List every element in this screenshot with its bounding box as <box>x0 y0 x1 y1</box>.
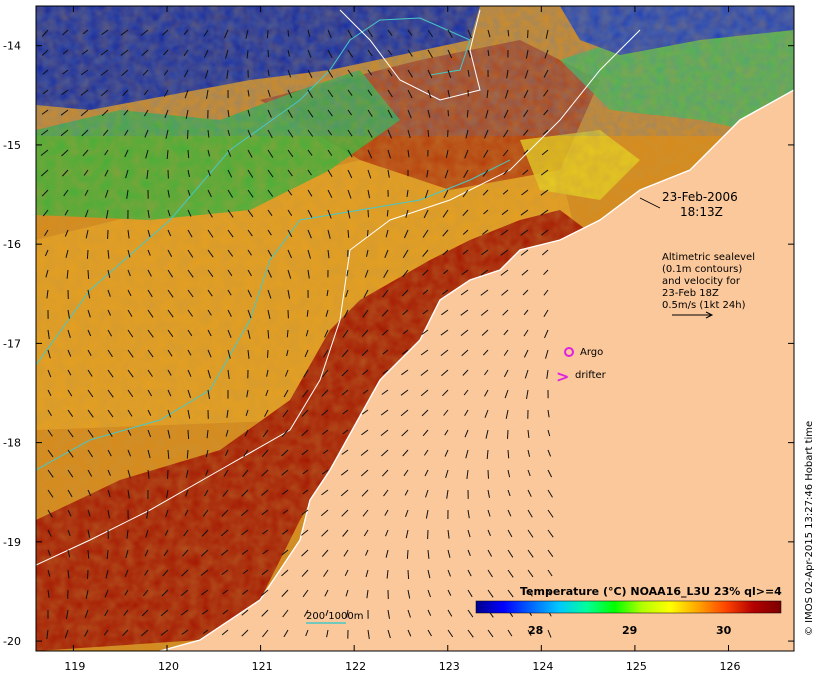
svg-text:and velocity for: and velocity for <box>662 276 741 287</box>
credit-text: © IMOS 02-Apr-2015 13:27:46 Hobart time <box>804 421 815 636</box>
velocity-arrow <box>508 430 509 439</box>
lon-tick-label: 124 <box>532 660 553 673</box>
velocity-arrow <box>488 470 489 479</box>
velocity-arrow <box>188 150 189 158</box>
velocity-arrow <box>467 110 468 118</box>
lon-tick-label: 123 <box>439 660 460 673</box>
lon-tick-label: 126 <box>719 660 740 673</box>
velocity-arrow <box>428 130 429 137</box>
velocity-arrow <box>368 230 369 236</box>
lat-tick-label: -20 <box>3 635 21 648</box>
image-time: 18:13Z <box>680 205 723 219</box>
svg-text:0.5m/s (1kt 24h): 0.5m/s (1kt 24h) <box>662 300 746 311</box>
lat-tick-label: -14 <box>3 40 21 53</box>
lat-tick-label: -17 <box>3 337 21 350</box>
lon-tick-label: 122 <box>345 660 366 673</box>
velocity-arrow <box>348 230 349 238</box>
argo-label: Argo <box>580 347 603 358</box>
lat-tick-label: -18 <box>3 437 21 450</box>
drifter-marker-icon: > <box>556 367 569 386</box>
velocity-arrow <box>368 210 369 217</box>
velocity-arrow <box>87 250 88 259</box>
svg-text:(0.1m contours): (0.1m contours) <box>662 264 742 275</box>
velocity-arrow <box>407 550 408 559</box>
colorbar-title: Temperature (°C) NOAA16_L3U 23% ql>=4 <box>520 585 782 598</box>
velocity-arrow <box>408 570 409 579</box>
colorbar <box>476 601 781 613</box>
velocity-arrow <box>267 30 268 38</box>
colorbar-tick-label: 30 <box>716 624 732 637</box>
drifter-label: drifter <box>575 370 607 381</box>
lon-tick-label: 119 <box>64 660 85 673</box>
lon-tick-label: 120 <box>158 660 179 673</box>
velocity-arrow <box>88 550 89 559</box>
lon-tick-label: 121 <box>252 660 273 673</box>
lat-tick-label: -15 <box>3 139 21 152</box>
velocity-arrow <box>448 110 449 116</box>
lat-tick-label: -16 <box>3 238 21 251</box>
velocity-arrow <box>268 350 269 358</box>
colorbar-tick-label: 29 <box>622 624 637 637</box>
svg-text:Altimetric sealevel: Altimetric sealevel <box>662 252 755 263</box>
velocity-arrow <box>88 270 89 279</box>
velocity-arrow <box>88 570 89 579</box>
image-date: 23-Feb-2006 <box>662 190 738 204</box>
lon-tick-label: 125 <box>626 660 647 673</box>
velocity-arrow <box>188 430 189 439</box>
lat-tick-label: -19 <box>3 536 21 549</box>
velocity-arrow <box>188 130 189 139</box>
velocity-arrow <box>268 330 269 339</box>
bathymetry-legend-label: 200 1000m <box>306 611 363 622</box>
map-plot-area <box>36 6 794 651</box>
velocity-arrow <box>508 450 509 458</box>
colorbar-tick-label: 28 <box>528 624 543 637</box>
velocity-arrow <box>287 330 288 337</box>
svg-text:23-Feb 18Z: 23-Feb 18Z <box>662 288 719 299</box>
velocity-arrow <box>387 210 388 216</box>
velocity-arrow <box>187 450 188 459</box>
velocity-arrow <box>288 30 289 37</box>
velocity-arrow <box>268 50 269 57</box>
